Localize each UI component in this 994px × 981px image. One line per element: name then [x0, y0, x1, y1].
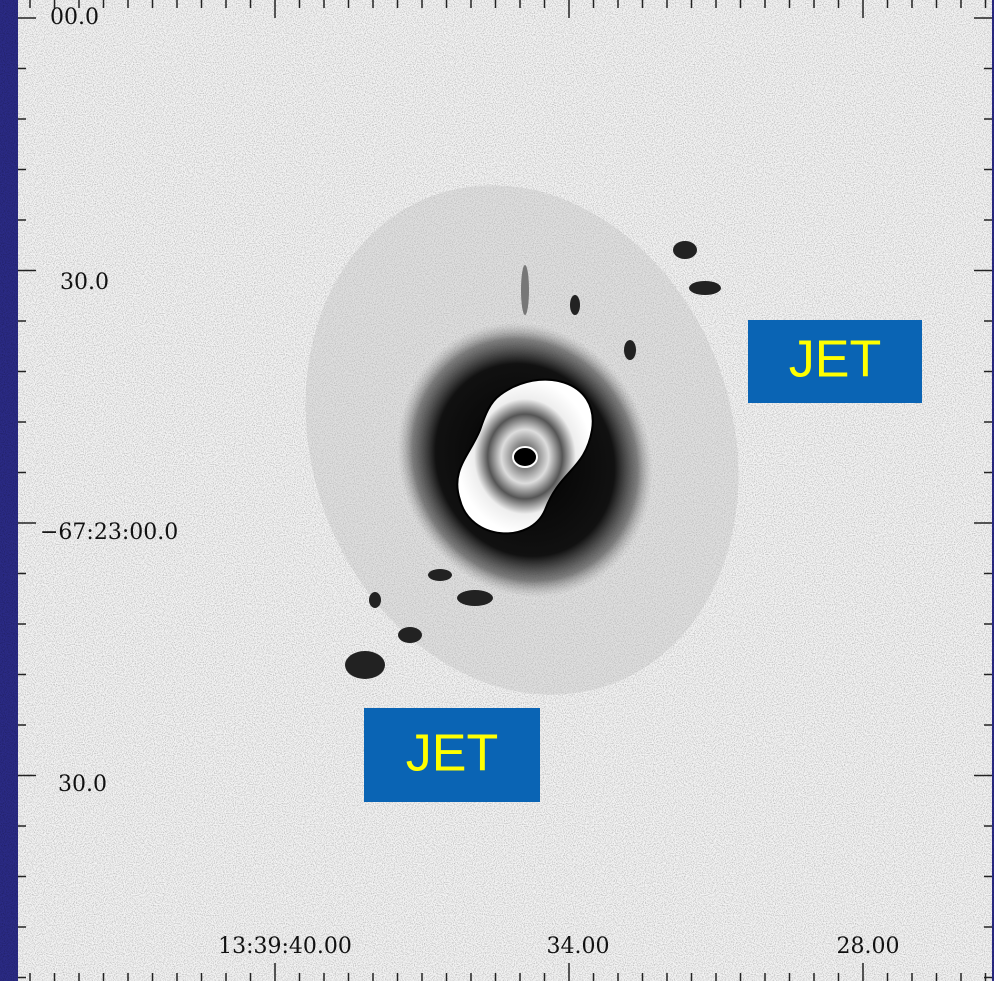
- page: 00.0 30.0 −67:23:00.0 30.0 13:39:40.00 3…: [0, 0, 994, 981]
- y-axis-label: 30.0: [58, 772, 107, 797]
- x-axis-label: 34.00: [547, 934, 610, 959]
- sky-image-view: 00.0 30.0 −67:23:00.0 30.0 13:39:40.00 3…: [0, 0, 994, 981]
- x-axis-label: 13:39:40.00: [218, 934, 352, 959]
- annotation-label: JET: [406, 725, 498, 783]
- x-axis-label: 28.00: [837, 934, 900, 959]
- y-axis-label: 30.0: [60, 270, 109, 295]
- y-axis-label: 00.0: [50, 5, 99, 30]
- annotation-label: JET: [789, 331, 881, 389]
- y-axis-label: −67:23:00.0: [40, 520, 178, 545]
